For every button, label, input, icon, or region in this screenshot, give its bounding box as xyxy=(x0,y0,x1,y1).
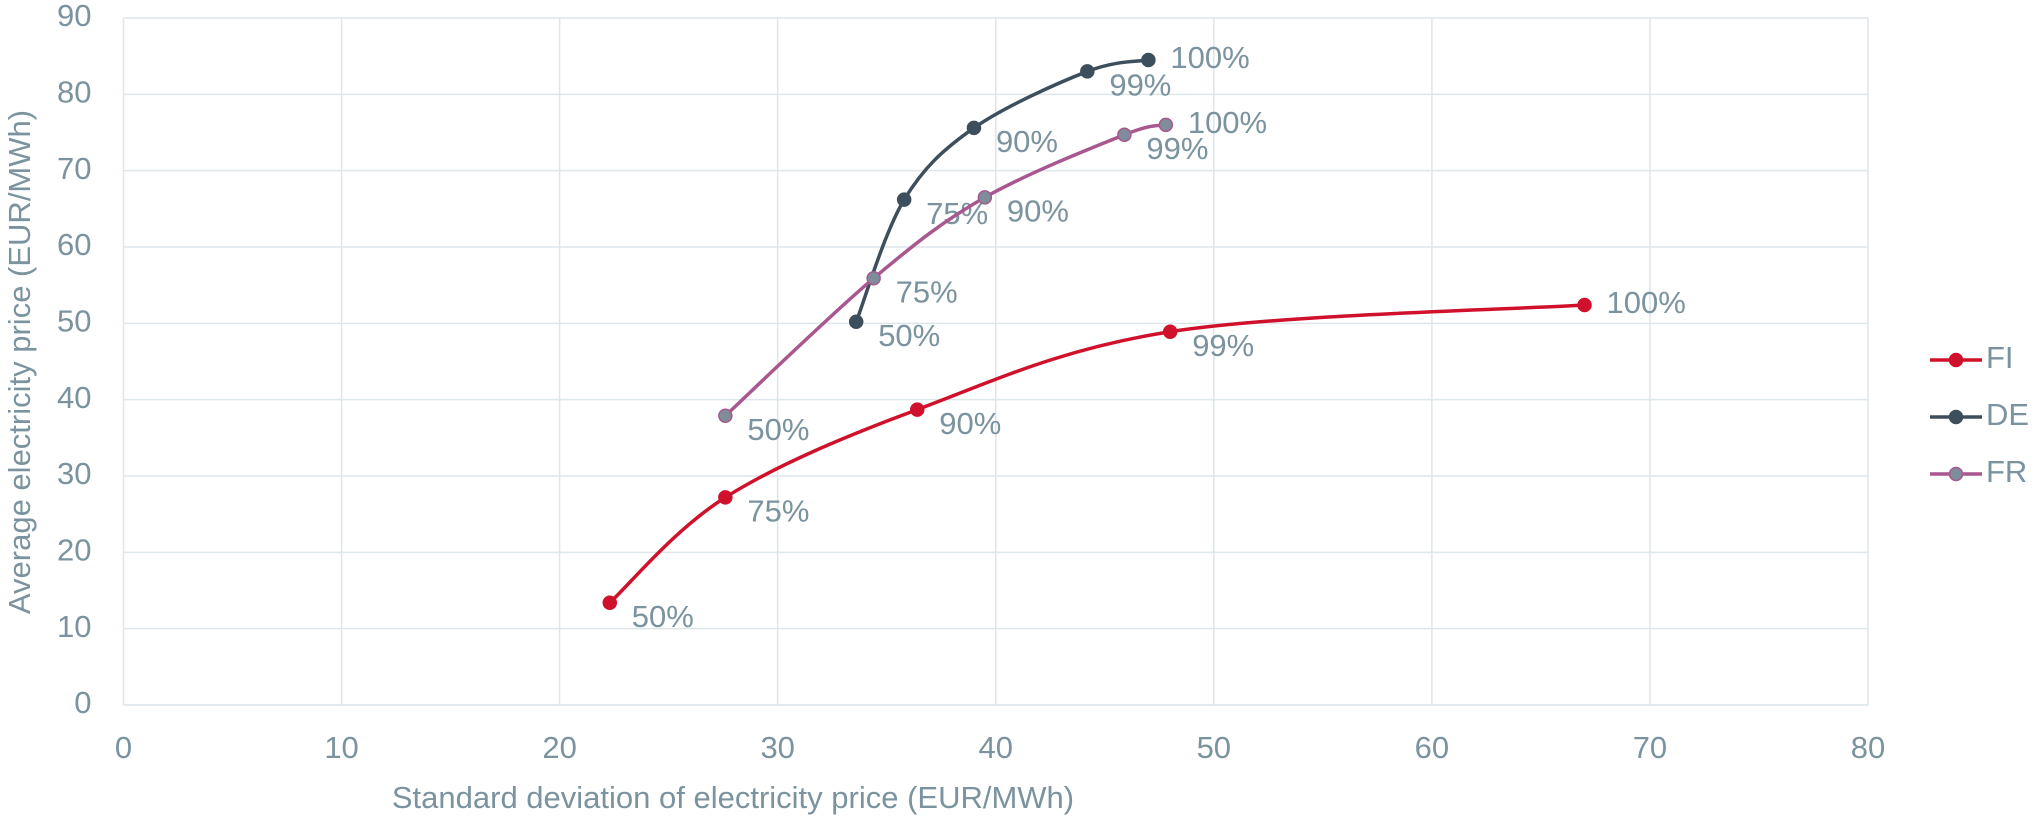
data-point xyxy=(909,402,925,417)
data-point xyxy=(1080,64,1095,79)
point-label: 90% xyxy=(996,124,1058,159)
y-tick-label: 90 xyxy=(57,0,91,33)
legend-label: FI xyxy=(1986,340,2014,375)
point-label: 99% xyxy=(1192,328,1254,363)
x-tick-label: 20 xyxy=(542,730,576,765)
legend-marker xyxy=(1948,466,1964,482)
data-point xyxy=(718,408,733,423)
series-line xyxy=(608,303,1585,605)
point-label: 100% xyxy=(1170,40,1249,75)
point-label: 75% xyxy=(896,274,958,309)
x-tick-label: 70 xyxy=(1633,730,1667,765)
point-label: 99% xyxy=(1109,68,1171,103)
y-tick-label: 30 xyxy=(57,456,91,491)
legend-label: DE xyxy=(1986,397,2029,432)
y-tick-label: 60 xyxy=(57,227,91,262)
y-tick-label: 0 xyxy=(74,685,91,720)
data-point xyxy=(1162,324,1178,339)
x-tick-label: 60 xyxy=(1415,730,1449,765)
y-tick-label: 10 xyxy=(57,609,91,644)
y-tick-label: 50 xyxy=(57,304,91,339)
point-label: 100% xyxy=(1188,105,1267,140)
point-label: 75% xyxy=(747,494,809,529)
data-point xyxy=(1158,117,1174,133)
y-tick-label: 20 xyxy=(57,533,91,568)
x-tick-label: 0 xyxy=(115,730,132,765)
point-label: 50% xyxy=(747,412,809,447)
data-point xyxy=(866,271,881,286)
point-label: 50% xyxy=(632,599,694,634)
y-tick-label: 80 xyxy=(57,75,91,110)
y-tick-label: 70 xyxy=(57,151,91,186)
point-label: 99% xyxy=(1146,131,1208,166)
x-tick-label: 50 xyxy=(1197,730,1231,765)
series-line xyxy=(724,123,1167,417)
x-tick-label: 10 xyxy=(324,730,358,765)
data-point xyxy=(602,595,618,610)
point-label: 90% xyxy=(1007,194,1069,229)
data-point xyxy=(977,190,993,205)
y-tick-label: 40 xyxy=(57,380,91,415)
data-point xyxy=(848,314,864,330)
data-point xyxy=(1577,297,1592,313)
x-tick-label: 40 xyxy=(979,730,1013,765)
data-point xyxy=(1117,127,1132,143)
legend-marker xyxy=(1948,352,1964,368)
point-label: 90% xyxy=(939,406,1001,441)
data-point xyxy=(718,490,733,505)
y-axis-title: Average electricity price (EUR/MWh) xyxy=(2,110,37,614)
data-point xyxy=(896,192,912,207)
legend-label: FR xyxy=(1986,454,2027,489)
point-label: 50% xyxy=(878,318,940,353)
point-label: 100% xyxy=(1607,285,1686,320)
data-point xyxy=(1141,52,1156,68)
legend-marker xyxy=(1948,409,1964,425)
x-tick-label: 30 xyxy=(760,730,794,765)
x-axis-title: Standard deviation of electricity price … xyxy=(392,780,1074,815)
x-tick-label: 80 xyxy=(1851,730,1885,765)
data-point xyxy=(966,120,982,136)
